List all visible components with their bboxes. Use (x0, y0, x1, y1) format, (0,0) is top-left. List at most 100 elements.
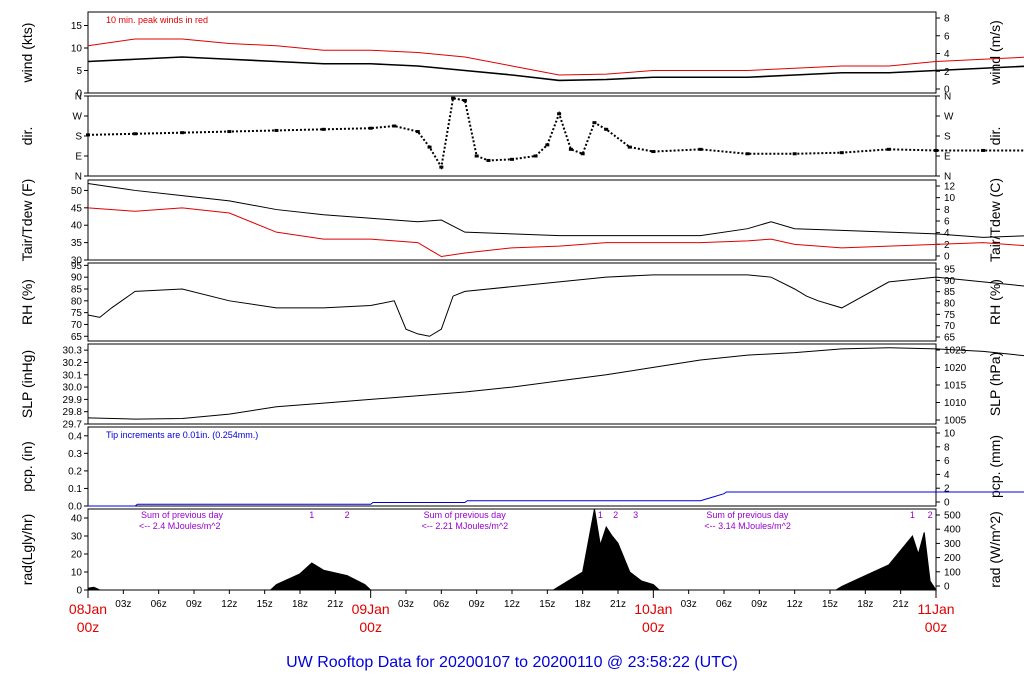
right-tick-label: 1025 (944, 346, 967, 357)
right-tick-label: N (944, 172, 951, 183)
right-tick-label: 4 (944, 228, 950, 239)
x-day-label: 10Jan (634, 601, 672, 617)
data-point (321, 127, 326, 131)
series-line-1 (87, 38, 1024, 76)
data-point (651, 150, 656, 154)
right-tick-label: 75 (944, 310, 956, 321)
x-hour-label: 00z (359, 619, 382, 635)
right-tick-label: 0 (944, 85, 950, 96)
right-tick-label: 70 (944, 321, 956, 332)
right-axis-label: dir. (987, 127, 1003, 146)
y-tick-label: N (75, 172, 82, 183)
right-axis-label: SLP (hPa) (987, 352, 1003, 416)
right-tick-label: 0 (944, 252, 950, 263)
x-tick-label: 18z (575, 599, 591, 610)
right-tick-label: 65 (944, 333, 956, 344)
y-tick-label: 30.2 (63, 358, 83, 369)
y-tick-label: 50 (71, 186, 83, 197)
series-line-0 (87, 274, 1024, 337)
left-axis-label: rad(Lgly/hr) (19, 514, 35, 586)
x-tick-label: 03z (115, 599, 131, 610)
right-axis-label: RH (%) (987, 279, 1003, 325)
x-tick-label: 15z (822, 599, 838, 610)
y-tick-label: 30 (71, 256, 83, 267)
data-point (180, 131, 185, 135)
series-line-0 (88, 491, 1024, 507)
day-note-value: <-- 3.14 MJoules/m^2 (704, 521, 791, 531)
panel-frame (87, 426, 937, 507)
data-point (533, 154, 538, 158)
right-tick-label: 80 (944, 299, 956, 310)
series-line-0 (87, 347, 1024, 420)
right-tick-label: E (944, 152, 951, 163)
data-point (698, 147, 703, 151)
x-tick-label: 21z (610, 599, 626, 610)
data-point (451, 96, 456, 100)
left-axis-label: dir. (19, 127, 35, 146)
x-day-label: 09Jan (352, 601, 390, 617)
y-tick-label: 40 (71, 221, 83, 232)
right-tick-label: 4 (944, 470, 950, 481)
y-tick-label: 0 (76, 89, 82, 100)
data-point (580, 152, 585, 156)
x-tick-label: 15z (539, 599, 555, 610)
right-tick-label: 6 (944, 456, 950, 467)
right-tick-label: 2 (944, 240, 950, 251)
radiation-area (87, 508, 937, 591)
y-tick-label: 85 (71, 285, 83, 296)
y-tick-label: 95 (71, 261, 83, 272)
panel-annotation: 10 min. peak winds in red (106, 15, 208, 25)
data-point (368, 126, 373, 130)
day-note-title: Sum of previous day (141, 510, 224, 520)
data-point (627, 145, 632, 149)
x-tick-label: 09z (751, 599, 767, 610)
x-tick-label: 12z (221, 599, 237, 610)
rad-marker: 1 (598, 510, 603, 520)
right-tick-label: 1020 (944, 363, 967, 374)
rad-marker: 3 (633, 510, 638, 520)
y-tick-label: 5 (76, 66, 82, 77)
left-axis-label: pcp. (in) (19, 441, 35, 492)
right-tick-label: 400 (944, 525, 961, 536)
right-tick-label: 1010 (944, 398, 967, 409)
right-tick-label: 8 (944, 205, 950, 216)
data-point (568, 147, 573, 151)
y-tick-label: 10 (71, 568, 83, 579)
day-note-title: Sum of previous day (706, 510, 789, 520)
day-note-value: <-- 2.4 MJoules/m^2 (139, 521, 221, 531)
rad-marker: 2 (613, 510, 618, 520)
y-tick-label: 0.3 (68, 449, 82, 460)
right-tick-label: W (944, 112, 954, 123)
left-axis-label: RH (%) (19, 279, 35, 325)
x-tick-label: 21z (327, 599, 343, 610)
right-tick-label: 2 (944, 484, 950, 495)
x-tick-label: 18z (857, 599, 873, 610)
y-tick-label: 10 (71, 44, 83, 55)
y-tick-label: 0.0 (68, 502, 82, 513)
y-tick-label: 0.4 (68, 431, 82, 442)
rad-marker: 1 (309, 510, 314, 520)
right-tick-label: 10 (944, 193, 956, 204)
x-hour-label: 00z (925, 619, 948, 635)
y-tick-label: W (73, 112, 83, 123)
x-tick-label: 15z (257, 599, 273, 610)
y-tick-label: 20 (71, 550, 83, 561)
right-tick-label: 8 (944, 14, 950, 25)
y-tick-label: 40 (71, 514, 83, 525)
panel-frame (87, 11, 937, 94)
x-tick-label: 09z (469, 599, 485, 610)
y-tick-label: E (75, 152, 82, 163)
x-day-label: 11Jan (917, 601, 954, 617)
panel-frame (87, 95, 937, 177)
right-tick-label: 10 (944, 429, 956, 440)
panel-frame (87, 179, 937, 261)
right-tick-label: 100 (944, 567, 961, 578)
x-hour-label: 00z (642, 619, 665, 635)
right-tick-label: 0 (944, 582, 950, 593)
y-tick-label: 30 (71, 532, 83, 543)
data-point (745, 152, 750, 156)
data-point (427, 145, 432, 149)
y-tick-label: 65 (71, 332, 83, 343)
right-tick-label: 500 (944, 511, 961, 522)
